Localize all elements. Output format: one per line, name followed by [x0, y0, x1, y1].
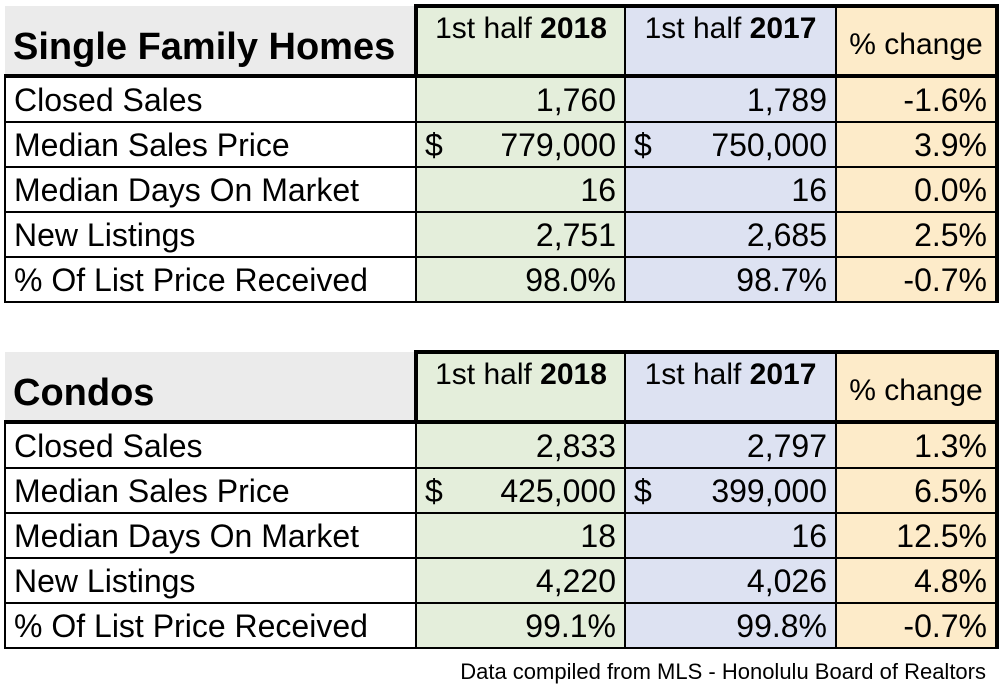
row-label: New Listings — [4, 211, 417, 258]
value-change: 3.9% — [835, 121, 999, 168]
value-change: 4.8% — [835, 557, 999, 604]
value-2017: 16 — [624, 166, 837, 213]
value-change: -1.6% — [835, 75, 999, 123]
currency-symbol: $ — [634, 472, 652, 509]
value-2017: 1,789 — [624, 75, 837, 123]
condos-table: Condos 1st half 2018 1st half 2017 % cha… — [4, 350, 999, 649]
value-2017: 99.8% — [624, 602, 837, 649]
value-2018: 1,760 — [415, 75, 626, 123]
amount: 779,000 — [500, 126, 616, 163]
value-change: -0.7% — [835, 256, 999, 303]
column-header-prefix: 1st half — [644, 12, 750, 45]
value-change: 12.5% — [835, 512, 999, 559]
column-header-2018: 1st half 2018 — [415, 350, 626, 424]
column-header-year: 2017 — [749, 358, 817, 391]
table-title: Single Family Homes — [5, 6, 418, 78]
column-header-year: 2017 — [749, 12, 817, 45]
currency-symbol: $ — [425, 126, 443, 163]
value-2017: 98.7% — [624, 256, 837, 303]
value-change: 2.5% — [835, 211, 999, 258]
row-label: Median Sales Price — [4, 467, 417, 514]
table-title: Condos — [5, 352, 418, 424]
value-2018: 99.1% — [415, 602, 626, 649]
value-change: 0.0% — [835, 166, 999, 213]
table-row: New Listings 2,751 2,685 2.5% — [4, 211, 999, 258]
value-2018: 4,220 — [415, 557, 626, 604]
column-header-2018: 1st half 2018 — [415, 4, 626, 78]
row-label: % Of List Price Received — [4, 602, 417, 649]
value-2017: 2,685 — [624, 211, 837, 258]
single-family-homes-table: Single Family Homes 1st half 2018 1st ha… — [4, 4, 999, 303]
value-2018: 2,833 — [415, 421, 626, 469]
value-2018: 16 — [415, 166, 626, 213]
currency-symbol: $ — [634, 126, 652, 163]
table-row: % Of List Price Received 99.1% 99.8% -0.… — [4, 602, 999, 649]
column-header-change: % change — [835, 4, 999, 78]
table-header-row: Condos 1st half 2018 1st half 2017 % cha… — [5, 350, 999, 424]
row-label: Median Sales Price — [4, 121, 417, 168]
value-2018: $779,000 — [415, 121, 626, 168]
value-2018: 2,751 — [415, 211, 626, 258]
value-2017: $399,000 — [624, 467, 837, 514]
table-row: % Of List Price Received 98.0% 98.7% -0.… — [4, 256, 999, 303]
table-row: New Listings 4,220 4,026 4.8% — [4, 557, 999, 604]
table-row: Closed Sales 1,760 1,789 -1.6% — [4, 75, 999, 123]
row-label: % Of List Price Received — [4, 256, 417, 303]
row-label: Closed Sales — [4, 75, 417, 123]
column-header-year: 2018 — [540, 12, 607, 45]
row-label: Median Days On Market — [4, 166, 417, 213]
value-2018: 98.0% — [415, 256, 626, 303]
currency-symbol: $ — [425, 472, 443, 509]
column-header-prefix: 1st half — [435, 358, 541, 391]
table-row: Median Sales Price $779,000 $750,000 3.9… — [4, 121, 999, 168]
value-change: 1.3% — [835, 421, 999, 469]
column-header-change: % change — [835, 350, 999, 424]
table-row: Median Days On Market 18 16 12.5% — [4, 512, 999, 559]
value-2017: 4,026 — [624, 557, 837, 604]
value-2018: $425,000 — [415, 467, 626, 514]
table-header-row: Single Family Homes 1st half 2018 1st ha… — [5, 4, 999, 78]
column-header-2017: 1st half 2017 — [624, 350, 837, 424]
column-header-2017: 1st half 2017 — [624, 4, 837, 78]
table-row: Median Days On Market 16 16 0.0% — [4, 166, 999, 213]
value-2017: 16 — [624, 512, 837, 559]
value-2018: 18 — [415, 512, 626, 559]
column-header-prefix: 1st half — [435, 12, 541, 45]
value-change: 6.5% — [835, 467, 999, 514]
source-note: Data compiled from MLS - Honolulu Board … — [460, 659, 986, 684]
column-header-year: 2018 — [540, 358, 607, 391]
row-label: New Listings — [4, 557, 417, 604]
value-2017: $750,000 — [624, 121, 837, 168]
column-header-prefix: 1st half — [644, 358, 750, 391]
amount: 750,000 — [711, 126, 827, 163]
row-label: Median Days On Market — [4, 512, 417, 559]
row-label: Closed Sales — [4, 421, 417, 469]
table-row: Closed Sales 2,833 2,797 1.3% — [4, 421, 999, 469]
amount: 425,000 — [500, 472, 616, 509]
table-row: Median Sales Price $425,000 $399,000 6.5… — [4, 467, 999, 514]
value-2017: 2,797 — [624, 421, 837, 469]
value-change: -0.7% — [835, 602, 999, 649]
amount: 399,000 — [711, 472, 827, 509]
